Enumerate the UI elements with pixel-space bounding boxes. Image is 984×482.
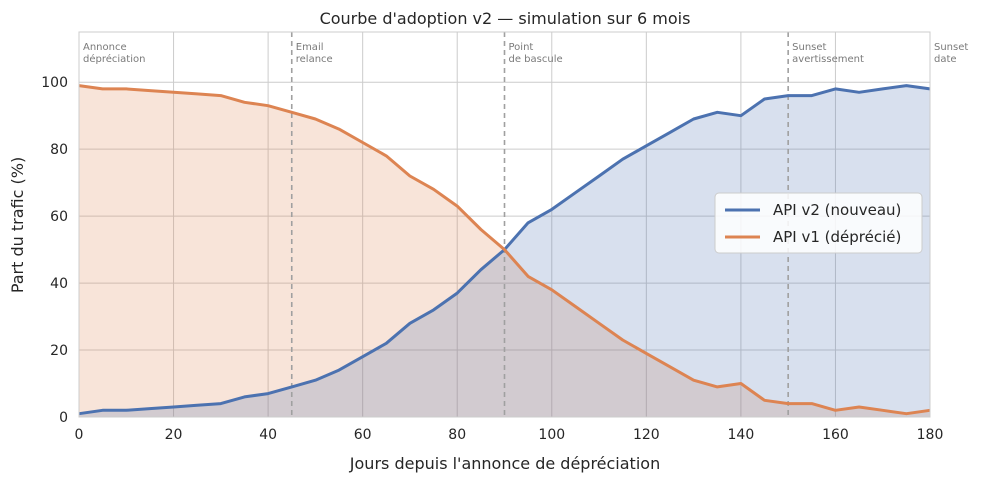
event-label-line: relance [296,54,333,65]
event-label: Sunset avertissement [792,42,864,65]
x-tick-label: 140 [728,427,755,443]
x-axis-ticks: 0 20 40 60 80 100 120 140 160 180 [75,427,944,443]
legend-label-v1: API v1 (déprécié) [773,228,901,246]
x-axis-label: Jours depuis l'annonce de dépréciation [349,454,660,473]
event-label: Annonce dépréciation [83,42,145,65]
event-label: Sunset date [934,42,968,65]
y-tick-label: 20 [50,343,68,359]
event-label-line: Sunset [792,42,826,53]
y-axis-label: Part du trafic (%) [8,157,27,293]
event-label: Point de bascule [509,42,563,65]
legend: API v2 (nouveau) API v1 (déprécié) [714,192,923,254]
chart-title: Courbe d'adoption v2 — simulation sur 6 … [320,9,691,28]
x-tick-label: 100 [538,427,565,443]
plot-frame [78,31,931,418]
event-label-line: Email [296,42,324,53]
event-label-line: Point [509,42,534,53]
event-label-line: avertissement [792,54,864,65]
event-label-line: de bascule [509,54,563,65]
x-tick-label: 80 [448,427,466,443]
event-label-line: dépréciation [83,53,145,65]
series-lines [78,84,931,416]
legend-label-v2: API v2 (nouveau) [773,201,901,219]
x-tick-label: 20 [165,427,183,443]
event-label-line: Annonce [83,42,127,53]
event-label: Email relance [296,42,333,65]
x-tick-label: 0 [75,427,84,443]
series-line-v1 [78,84,931,416]
event-label-line: Sunset [934,42,968,53]
y-tick-label: 60 [50,209,68,225]
x-tick-label: 120 [633,427,660,443]
y-axis-ticks: 0 20 40 60 80 100 [41,75,68,426]
legend-box [714,192,923,254]
event-label-line: date [934,54,957,65]
y-tick-label: 80 [50,142,68,158]
x-tick-label: 180 [917,427,944,443]
y-tick-label: 100 [41,75,68,91]
x-tick-label: 60 [354,427,372,443]
x-tick-label: 160 [822,427,849,443]
x-tick-label: 40 [259,427,277,443]
y-tick-label: 0 [59,410,68,426]
y-tick-label: 40 [50,276,68,292]
